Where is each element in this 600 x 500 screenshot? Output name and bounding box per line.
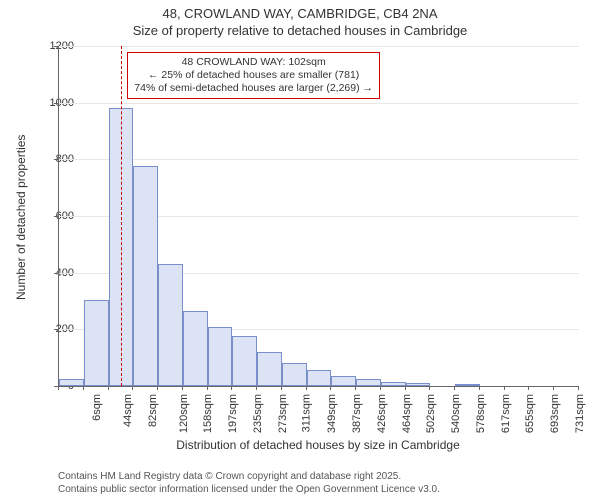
histogram-bar	[381, 382, 406, 386]
x-tick-label: 693sqm	[549, 394, 561, 433]
histogram-bar	[455, 384, 480, 386]
annotation-line3: 74% of semi-detached houses are larger (…	[134, 82, 373, 95]
x-tick-label: 731sqm	[574, 394, 586, 433]
histogram-bar	[406, 383, 431, 386]
x-tick-mark	[355, 386, 356, 390]
x-axis-title: Distribution of detached houses by size …	[58, 438, 578, 452]
x-tick-label: 540sqm	[450, 394, 462, 433]
histogram-bar	[356, 379, 381, 386]
x-tick-mark	[504, 386, 505, 390]
histogram-bar	[282, 363, 307, 386]
x-tick-label: 349sqm	[326, 394, 338, 433]
footer-line2: Contains public sector information licen…	[58, 484, 440, 497]
marker-line	[121, 46, 122, 386]
x-tick-mark	[132, 386, 133, 390]
x-tick-mark	[454, 386, 455, 390]
annotation-line1: 48 CROWLAND WAY: 102sqm	[134, 56, 373, 69]
x-tick-label: 197sqm	[227, 394, 239, 433]
x-tick-label: 426sqm	[376, 394, 388, 433]
x-tick-mark	[479, 386, 480, 390]
x-axis-tick-marks	[58, 386, 578, 390]
x-tick-mark	[380, 386, 381, 390]
x-tick-mark	[528, 386, 529, 390]
x-tick-mark	[330, 386, 331, 390]
x-tick-label: 158sqm	[203, 394, 215, 433]
x-tick-mark	[231, 386, 232, 390]
histogram-bar	[183, 311, 208, 386]
chart-title-main: 48, CROWLAND WAY, CAMBRIDGE, CB4 2NA	[0, 0, 600, 21]
x-tick-label: 6sqm	[91, 394, 103, 421]
histogram-bar	[158, 264, 183, 386]
x-tick-mark	[207, 386, 208, 390]
x-tick-label: 617sqm	[500, 394, 512, 433]
x-tick-mark	[58, 386, 59, 390]
x-tick-mark	[553, 386, 554, 390]
histogram-bar	[257, 352, 282, 386]
histogram-bar	[133, 166, 158, 386]
histogram-bar	[84, 300, 109, 386]
histogram-bar	[232, 336, 257, 386]
x-tick-label: 120sqm	[178, 394, 190, 433]
x-tick-mark	[281, 386, 282, 390]
chart-container: 48, CROWLAND WAY, CAMBRIDGE, CB4 2NA Siz…	[0, 0, 600, 500]
x-tick-mark	[429, 386, 430, 390]
y-axis-title: Number of detached properties	[14, 135, 28, 300]
x-tick-mark	[256, 386, 257, 390]
footer-line1: Contains HM Land Registry data © Crown c…	[58, 471, 440, 484]
x-tick-label: 311sqm	[301, 394, 313, 432]
x-tick-label: 44sqm	[122, 394, 134, 427]
x-tick-label: 655sqm	[524, 394, 536, 433]
x-tick-label: 502sqm	[425, 394, 437, 433]
x-tick-mark	[83, 386, 84, 390]
x-tick-mark	[108, 386, 109, 390]
x-tick-label: 235sqm	[252, 394, 264, 433]
x-tick-mark	[405, 386, 406, 390]
annotation-box: 48 CROWLAND WAY: 102sqm ← 25% of detache…	[127, 52, 380, 99]
x-axis-tick-labels: 6sqm 44sqm 82sqm 120sqm 158sqm 197sqm 235sqm 27…	[58, 392, 578, 442]
annotation-line2: ← 25% of detached houses are smaller (78…	[134, 69, 373, 82]
x-tick-label: 82sqm	[147, 394, 159, 427]
plot-area: 48 CROWLAND WAY: 102sqm ← 25% of detache…	[58, 46, 579, 387]
x-tick-mark	[578, 386, 579, 390]
x-tick-label: 578sqm	[475, 394, 487, 433]
histogram-bar	[331, 376, 356, 386]
gridline	[59, 103, 579, 104]
footer-attribution: Contains HM Land Registry data © Crown c…	[58, 471, 440, 496]
histogram-bar	[307, 370, 332, 386]
chart-title-sub: Size of property relative to detached ho…	[0, 21, 600, 38]
x-tick-label: 273sqm	[277, 394, 289, 433]
gridline	[59, 159, 579, 160]
x-tick-label: 464sqm	[401, 394, 413, 433]
x-tick-mark	[182, 386, 183, 390]
x-tick-mark	[157, 386, 158, 390]
histogram-bar	[59, 379, 84, 386]
x-tick-label: 387sqm	[351, 394, 363, 433]
gridline	[59, 46, 579, 47]
histogram-bar	[208, 327, 233, 387]
x-tick-mark	[306, 386, 307, 390]
